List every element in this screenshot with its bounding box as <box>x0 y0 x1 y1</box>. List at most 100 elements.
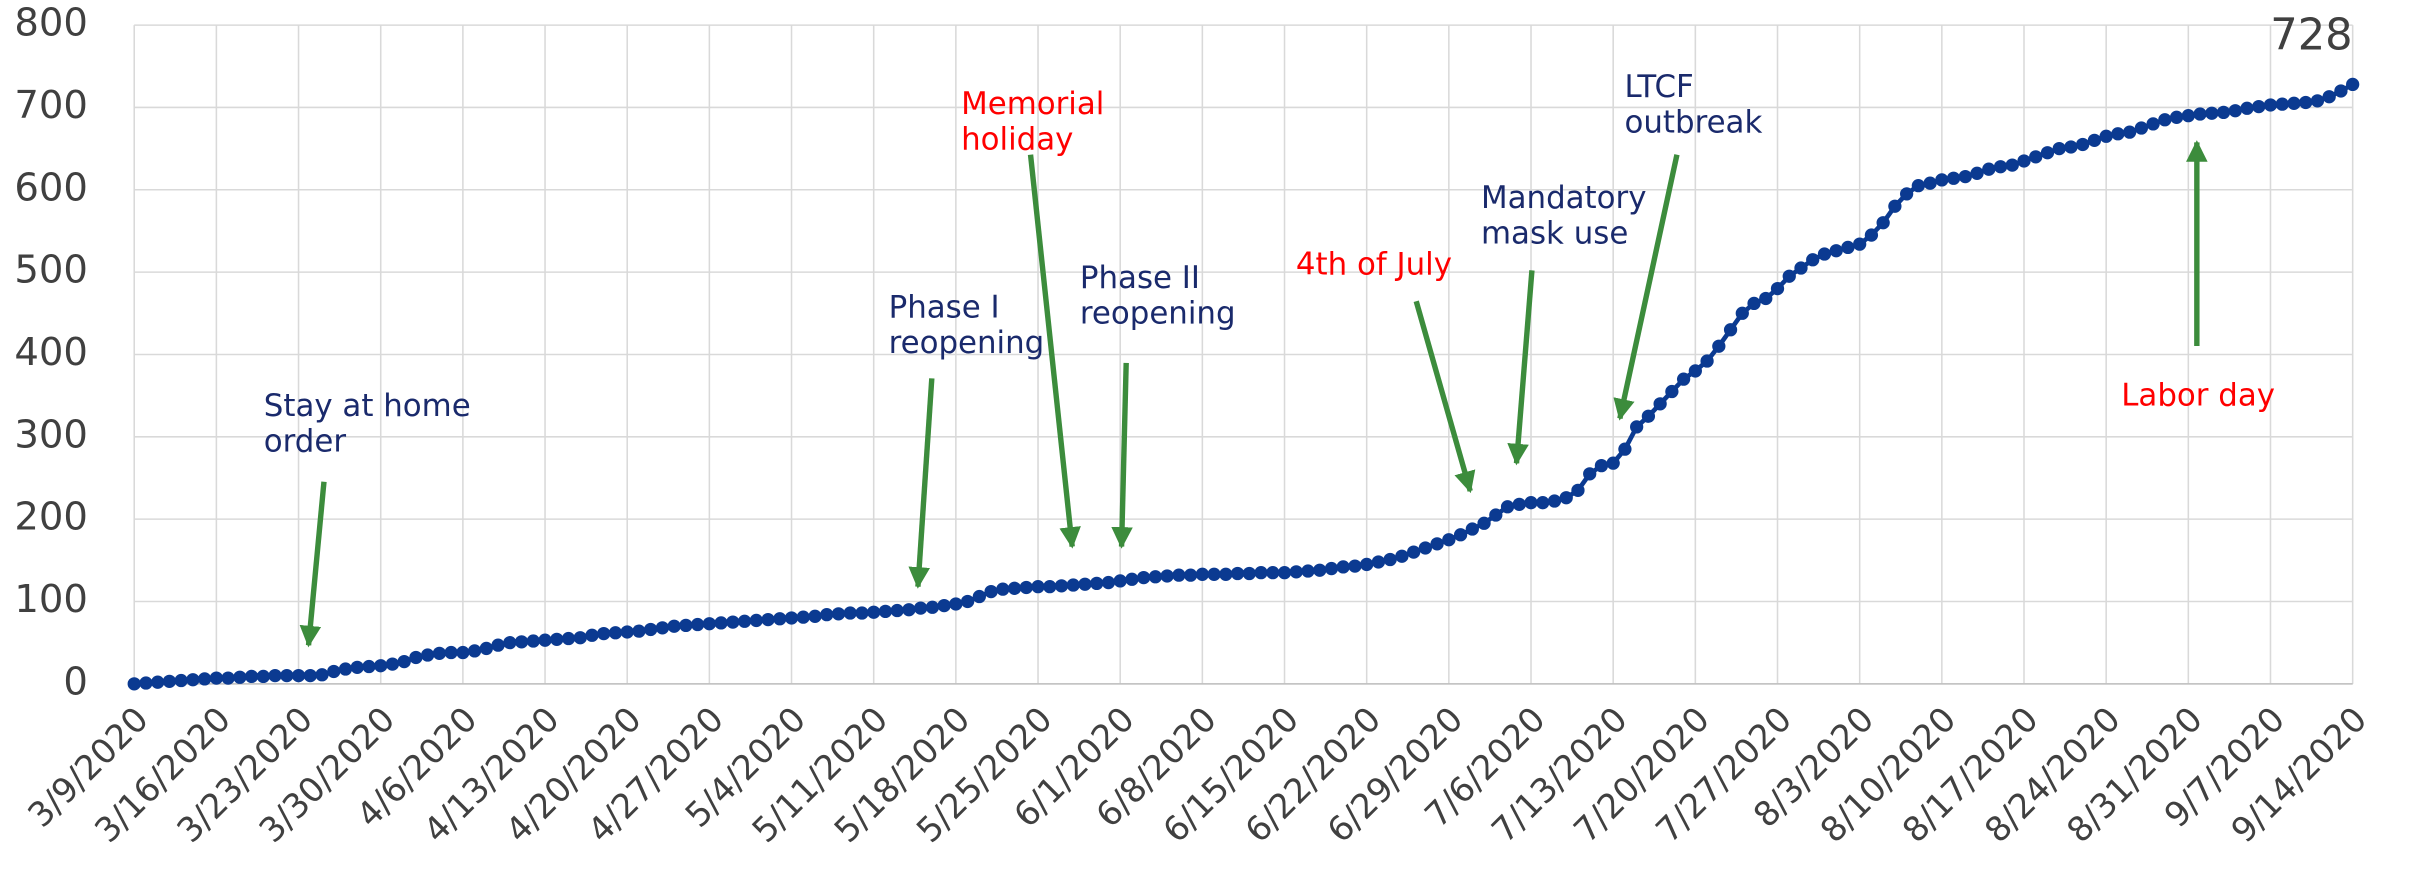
data-point <box>843 606 857 620</box>
data-point <box>632 624 646 638</box>
data-point <box>186 673 200 687</box>
data-point <box>2240 101 2254 115</box>
data-point <box>1407 545 1421 559</box>
data-point <box>397 654 411 669</box>
data-point <box>1759 291 1773 306</box>
data-point <box>608 626 623 640</box>
data-point <box>256 669 270 684</box>
data-point <box>174 673 188 688</box>
data-point <box>2169 110 2184 124</box>
data-point <box>1313 563 1327 577</box>
data-point <box>2275 97 2289 111</box>
data-point <box>2134 121 2149 135</box>
y-tick-label: 600 <box>14 165 88 210</box>
data-point <box>198 672 212 686</box>
data-point <box>2111 127 2125 141</box>
data-point <box>1641 409 1656 423</box>
annotation-arrow <box>299 481 327 648</box>
data-point <box>1137 570 1151 585</box>
data-point <box>280 668 294 683</box>
data-point <box>1630 420 1644 434</box>
data-point <box>1853 237 1867 251</box>
data-point <box>808 609 822 623</box>
data-point <box>385 657 400 671</box>
data-point <box>1360 557 1374 572</box>
data-point <box>244 669 259 684</box>
data-point <box>890 603 904 618</box>
data-point <box>2193 107 2207 121</box>
data-point <box>2228 104 2242 118</box>
data-point <box>1571 483 1585 497</box>
data-point <box>1230 566 1245 581</box>
data-point <box>350 660 364 675</box>
data-point <box>1500 500 1515 514</box>
data-point <box>1594 458 1609 473</box>
data-point <box>338 662 353 676</box>
data-point <box>421 648 435 662</box>
y-tick-label: 700 <box>14 83 88 128</box>
data-point <box>972 589 986 604</box>
data-point <box>1653 397 1667 411</box>
annotation-text: Phase I <box>889 289 1000 325</box>
data-point <box>1054 579 1069 593</box>
data-point <box>902 603 916 617</box>
data-point <box>467 644 482 658</box>
data-point <box>526 634 540 648</box>
annotation-text: Phase II <box>1080 260 1200 296</box>
data-point <box>2123 125 2137 139</box>
y-tick-label: 200 <box>14 495 88 540</box>
data-point <box>2087 133 2102 148</box>
data-point <box>1782 269 1796 283</box>
data-point <box>1277 566 1292 580</box>
data-point <box>1395 549 1409 563</box>
data-point <box>1923 176 1937 190</box>
data-point <box>2076 137 2090 152</box>
data-point <box>1007 581 1022 595</box>
data-point <box>362 659 376 674</box>
data-point <box>1430 537 1444 551</box>
data-point <box>550 632 564 647</box>
data-point <box>1512 497 1526 511</box>
data-point <box>162 674 177 689</box>
data-point <box>1911 179 1925 193</box>
y-tick-label: 800 <box>14 1 88 46</box>
data-point <box>2005 158 2019 172</box>
annotation-text: LTCF <box>1624 69 1693 105</box>
data-point <box>914 601 928 615</box>
data-point <box>1043 580 1057 594</box>
data-point <box>1524 496 1538 510</box>
annotation-text: Labor day <box>2121 377 2275 413</box>
data-point <box>1266 566 1280 580</box>
data-point <box>2158 113 2172 127</box>
data-point <box>444 645 458 660</box>
data-point <box>1723 323 1738 337</box>
data-point <box>233 670 247 684</box>
data-point <box>878 604 893 619</box>
data-point <box>456 645 470 660</box>
data-point <box>655 621 670 635</box>
data-point <box>538 633 552 647</box>
annotation-arrow <box>1507 270 1535 466</box>
data-point <box>1477 516 1491 530</box>
y-tick-label: 400 <box>14 330 88 375</box>
annotation-text: order <box>264 424 347 460</box>
data-point <box>1160 569 1174 583</box>
y-tick-label: 300 <box>14 412 88 457</box>
data-point <box>949 597 963 611</box>
annotation-text: mask use <box>1481 215 1628 251</box>
data-point <box>1888 199 1902 213</box>
data-point <box>1383 552 1397 567</box>
data-point <box>1982 162 1996 176</box>
data-point <box>679 618 693 633</box>
data-point <box>867 605 881 619</box>
data-point <box>1195 567 1209 581</box>
data-point <box>1794 261 1808 275</box>
annotation-arrow <box>908 378 935 589</box>
data-point <box>1125 572 1139 586</box>
data-point <box>726 615 740 629</box>
data-point <box>2216 105 2231 120</box>
data-point <box>1336 560 1350 574</box>
data-point <box>761 612 775 627</box>
data-point <box>1219 567 1233 581</box>
